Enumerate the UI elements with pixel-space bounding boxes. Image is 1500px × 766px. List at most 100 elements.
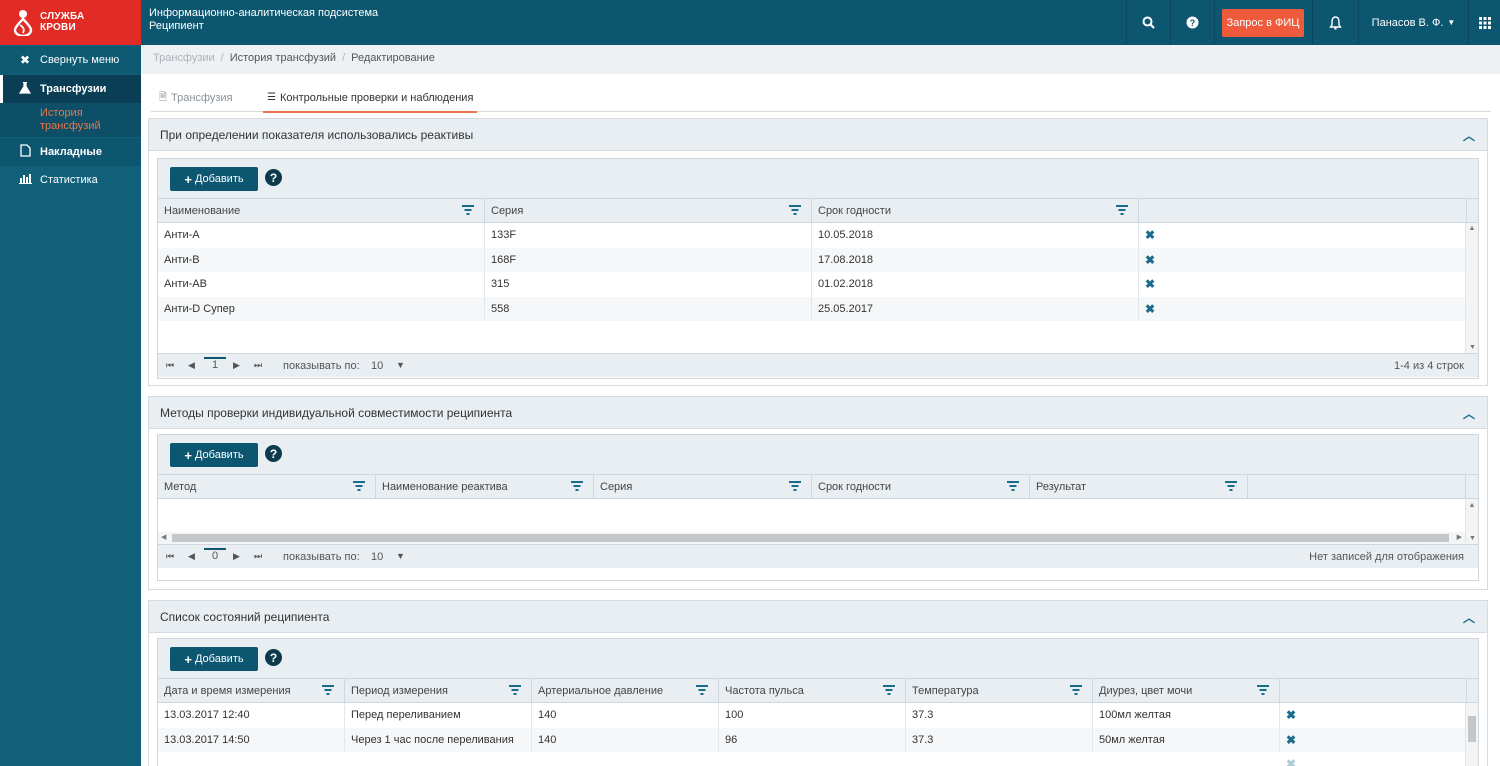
prev-page-icon[interactable]: ◀	[188, 551, 195, 561]
caret-down-icon[interactable]: ▼	[396, 551, 405, 561]
column-header[interactable]: Результат	[1030, 475, 1248, 499]
filter-icon[interactable]	[1257, 685, 1269, 695]
help-button[interactable]: ?	[1170, 0, 1214, 45]
table-body: Анти-A 133F 10.05.2018 ✖ Анти-B 168F 17.…	[158, 223, 1478, 353]
filter-icon[interactable]	[1116, 205, 1128, 215]
column-header[interactable]: Наименование реактива	[376, 475, 594, 499]
recipient-states-panel: Список состояний реципиента ︿ + Добавить …	[148, 600, 1488, 766]
logo[interactable]: СЛУЖБА КРОВИ	[0, 0, 141, 45]
sidebar-item-transfusions[interactable]: Трансфузии	[0, 75, 141, 103]
vertical-scrollbar[interactable]: ▲ ▼	[1465, 499, 1478, 544]
filter-icon[interactable]	[353, 481, 365, 491]
table-row[interactable]: 13.03.2017 14:50 Через 1 час после перел…	[158, 727, 1478, 752]
table-row[interactable]: Анти-B 168F 17.08.2018 ✖	[158, 247, 1478, 272]
filter-icon[interactable]	[462, 205, 474, 215]
add-method-button[interactable]: + Добавить	[170, 443, 258, 467]
last-page-icon[interactable]: ⏭	[254, 360, 263, 370]
table-row[interactable]: Анти-D Супер 558 25.05.2017 ✖	[158, 296, 1478, 321]
list-icon: ☰	[267, 92, 276, 103]
delete-icon[interactable]: ✖	[1139, 247, 1467, 272]
filter-icon[interactable]	[789, 481, 801, 491]
apps-grid-button[interactable]	[1468, 0, 1500, 45]
next-page-icon[interactable]: ▶	[233, 360, 240, 370]
first-page-icon[interactable]: ⏮	[166, 551, 175, 561]
column-header[interactable]: Серия	[485, 199, 812, 223]
scroll-up-icon[interactable]: ▲	[1468, 502, 1476, 509]
filter-icon[interactable]	[1225, 481, 1237, 491]
scroll-down-icon[interactable]: ▼	[1469, 535, 1476, 542]
scrollbar-thumb[interactable]	[1468, 716, 1476, 742]
breadcrumb-item[interactable]: Трансфузии	[153, 52, 215, 64]
chevron-up-icon[interactable]: ︿	[1462, 129, 1475, 143]
vertical-scrollbar[interactable]	[1465, 703, 1478, 766]
question-circle-icon[interactable]: ?	[265, 169, 282, 186]
collapse-menu-button[interactable]: ✖ Свернуть меню	[0, 46, 141, 74]
page-size-select[interactable]: 10	[371, 360, 384, 372]
table-row[interactable]: Анти-A 133F 10.05.2018 ✖	[158, 223, 1478, 248]
notifications-button[interactable]	[1312, 0, 1358, 45]
caret-down-icon[interactable]: ▼	[396, 360, 405, 370]
sidebar-item-invoices[interactable]: Накладные	[0, 138, 141, 166]
delete-icon[interactable]: ✖	[1280, 727, 1467, 752]
tab-control-checks[interactable]: ☰ Контрольные проверки и наблюдения	[263, 84, 478, 113]
add-state-button[interactable]: + Добавить	[170, 647, 258, 671]
filter-icon[interactable]	[1070, 685, 1082, 695]
current-page[interactable]: 0	[204, 548, 226, 562]
delete-icon[interactable]: ✖	[1139, 223, 1467, 248]
column-header[interactable]: Наименование	[158, 199, 485, 223]
column-header[interactable]: Серия	[594, 475, 812, 499]
add-reagent-button[interactable]: + Добавить	[170, 167, 258, 191]
last-page-icon[interactable]: ⏭	[254, 551, 263, 561]
table-row[interactable]: Анти-AB 315 01.02.2018 ✖	[158, 272, 1478, 297]
scroll-right-icon[interactable]: ▶	[1456, 534, 1462, 541]
question-circle-icon[interactable]: ?	[265, 649, 282, 666]
column-header[interactable]: Срок годности	[812, 199, 1139, 223]
tab-bar: 🗎 Трансфузия ☰ Контрольные проверки и на…	[151, 84, 1491, 113]
first-page-icon[interactable]: ⏮	[166, 360, 175, 370]
column-header[interactable]: Температура	[906, 679, 1093, 703]
filter-icon[interactable]	[322, 685, 334, 695]
page-size-select[interactable]: 10	[371, 551, 384, 563]
scroll-left-icon[interactable]: ◀	[161, 534, 167, 541]
column-header[interactable]: Дата и время измерения	[158, 679, 345, 703]
filter-icon[interactable]	[571, 481, 583, 491]
chevron-up-icon[interactable]: ︿	[1462, 611, 1475, 625]
scroll-up-icon[interactable]: ▲	[1468, 225, 1476, 232]
column-header[interactable]: Частота пульса	[719, 679, 906, 703]
table-row-partial[interactable]: ✖	[158, 752, 1478, 766]
filter-icon[interactable]	[696, 685, 708, 695]
column-header[interactable]: Метод	[158, 475, 376, 499]
filter-icon[interactable]	[883, 685, 895, 695]
filter-icon[interactable]	[509, 685, 521, 695]
column-header-label: Наименование реактива	[382, 481, 508, 493]
scrollbar-thumb[interactable]	[172, 534, 1449, 542]
column-header[interactable]: Срок годности	[812, 475, 1030, 499]
sidebar-item-transfusion-history[interactable]: История трансфузий	[0, 103, 141, 137]
delete-icon[interactable]: ✖	[1280, 752, 1467, 766]
search-button[interactable]	[1126, 0, 1170, 45]
table-cell: 37.3	[906, 703, 1093, 728]
column-header[interactable]: Период измерения	[345, 679, 532, 703]
delete-icon[interactable]: ✖	[1139, 272, 1467, 297]
filter-icon[interactable]	[1007, 481, 1019, 491]
prev-page-icon[interactable]: ◀	[188, 360, 195, 370]
user-menu[interactable]: Панасов В. Ф. ▼	[1358, 0, 1468, 45]
scroll-down-icon[interactable]: ▼	[1469, 344, 1476, 351]
column-header[interactable]: Диурез, цвет мочи	[1093, 679, 1280, 703]
next-page-icon[interactable]: ▶	[233, 551, 240, 561]
sidebar-item-statistics[interactable]: Статистика	[0, 166, 141, 194]
column-header[interactable]: Артериальное давление	[532, 679, 719, 703]
tab-transfusion[interactable]: 🗎 Трансфузия	[159, 84, 233, 112]
delete-icon[interactable]: ✖	[1280, 703, 1467, 728]
breadcrumb-item[interactable]: История трансфузий	[229, 52, 337, 64]
chevron-up-icon[interactable]: ︿	[1462, 407, 1475, 421]
delete-icon[interactable]: ✖	[1139, 296, 1467, 321]
horizontal-scrollbar[interactable]: ◀ ▶	[158, 532, 1465, 544]
table-row[interactable]: 13.03.2017 12:40 Перед переливанием 140 …	[158, 703, 1478, 728]
filter-icon[interactable]	[789, 205, 801, 215]
current-page[interactable]: 1	[204, 357, 226, 371]
vertical-scrollbar[interactable]: ▲ ▼	[1465, 223, 1478, 353]
fic-request-button[interactable]: Запрос в ФИЦ	[1222, 9, 1304, 37]
column-header-label: Результат	[1036, 481, 1087, 493]
question-circle-icon[interactable]: ?	[265, 445, 282, 462]
